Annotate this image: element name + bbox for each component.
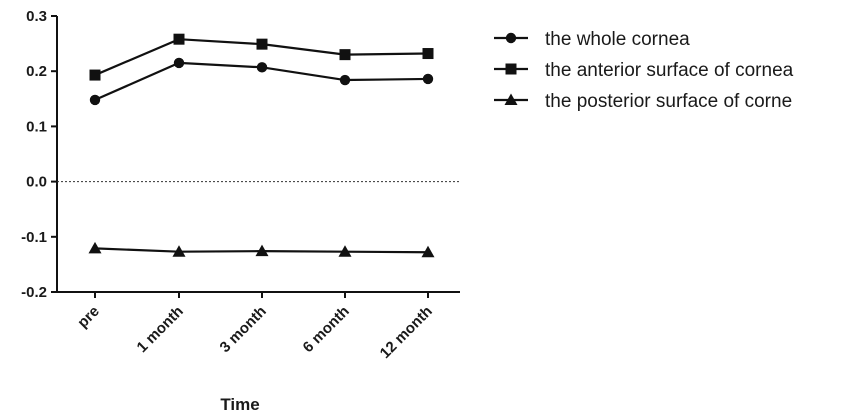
data-point	[422, 73, 434, 85]
legend-item: the anterior surface of cornea	[494, 60, 794, 81]
legend-item: the posterior surface of corne	[494, 91, 792, 112]
legend-label: the whole cornea	[545, 29, 690, 50]
legend-marker	[505, 32, 517, 44]
legend: the whole cornea the anterior surface of …	[494, 29, 794, 112]
series-square	[89, 33, 434, 81]
x-axis-title: Time	[220, 395, 259, 414]
axes: 0.3 0.2 0.1 0.0 -0.1 -0.2 pre 1 month 3 month 6 m…	[21, 8, 460, 362]
data-point	[339, 74, 351, 86]
y-tick-label: -0.2	[21, 284, 47, 301]
legend-marker	[505, 63, 517, 75]
data-point	[173, 33, 185, 45]
data-point	[89, 94, 101, 106]
data-point	[255, 244, 269, 257]
x-tick-label: pre	[74, 303, 103, 332]
legend-label: the anterior surface of cornea	[545, 60, 794, 81]
y-tick-label: 0.0	[26, 174, 47, 191]
data-point	[421, 245, 435, 258]
y-tick-label: 0.1	[26, 118, 47, 135]
data-point	[339, 49, 351, 61]
data-point	[172, 245, 186, 257]
legend-label: the posterior surface of corne	[545, 91, 792, 112]
x-tick-label: 1 month	[134, 303, 187, 356]
series-circle	[89, 57, 434, 106]
data-point	[256, 38, 268, 50]
data-point	[256, 62, 268, 73]
y-tick-label: 0.2	[26, 63, 47, 80]
y-tick-label: -0.1	[21, 229, 47, 246]
legend-item: the whole cornea	[494, 29, 690, 50]
data-point	[88, 241, 102, 254]
x-tick-label: 3 month	[217, 303, 270, 356]
series-triangle	[88, 241, 435, 258]
data-point	[422, 48, 434, 60]
y-tick-label: 0.3	[26, 8, 47, 25]
data-point	[89, 69, 101, 81]
x-tick-label: 12 month	[377, 303, 436, 362]
x-tick-label: 6 month	[300, 303, 353, 356]
data-point	[338, 245, 352, 257]
plot-area	[88, 33, 435, 258]
legend-marker	[504, 93, 518, 105]
data-point	[173, 57, 185, 69]
